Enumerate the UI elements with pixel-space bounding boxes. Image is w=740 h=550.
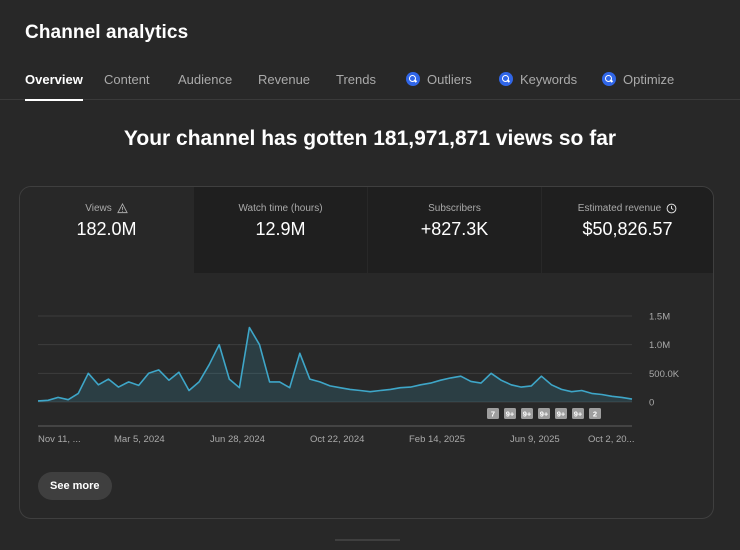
tab-label: Revenue bbox=[258, 72, 311, 87]
event-marker[interactable]: 9+ bbox=[504, 408, 516, 419]
x-tick-label: Mar 5, 2024 bbox=[114, 434, 165, 445]
x-tick-label: Jun 9, 2025 bbox=[510, 434, 560, 445]
event-marker[interactable]: 9+ bbox=[538, 408, 550, 419]
x-tick-label: Nov 11, ... bbox=[38, 434, 81, 445]
tab-overview[interactable]: Overview bbox=[25, 60, 83, 101]
event-marker-label: 9+ bbox=[557, 410, 566, 419]
total-views-headline: Your channel has gotten 181,971,871 view… bbox=[123, 127, 617, 150]
event-marker-label: 9+ bbox=[506, 410, 515, 419]
tab-label: Content bbox=[104, 72, 150, 87]
see-more-button[interactable]: See more bbox=[38, 472, 112, 500]
bottom-handle bbox=[335, 539, 400, 541]
tab-optimize[interactable]: Optimize bbox=[602, 60, 674, 100]
search-badge-icon bbox=[499, 72, 513, 86]
metric-watch-time[interactable]: Watch time (hours) 12.9M bbox=[194, 187, 367, 273]
tab-revenue[interactable]: Revenue bbox=[258, 60, 310, 100]
metric-label-row: Watch time (hours) bbox=[194, 203, 367, 214]
event-marker-label: 2 bbox=[593, 410, 597, 419]
tab-label: Audience bbox=[178, 72, 233, 87]
metric-label: Watch time (hours) bbox=[238, 203, 323, 214]
tab-label: Trends bbox=[336, 72, 376, 87]
tab-keywords[interactable]: Keywords bbox=[499, 60, 577, 100]
y-tick-label: 0 bbox=[649, 398, 654, 409]
x-tick-label: Oct 2, 20... bbox=[588, 434, 634, 445]
tab-audience[interactable]: Audience bbox=[178, 60, 232, 100]
tab-trends[interactable]: Trends bbox=[336, 60, 376, 100]
y-tick-label: 1.5M bbox=[649, 312, 670, 323]
metric-label: Views bbox=[85, 203, 112, 214]
metric-value: +827.3K bbox=[420, 219, 489, 239]
event-marker[interactable]: 9+ bbox=[572, 408, 584, 419]
metric-value: 12.9M bbox=[255, 219, 306, 239]
metric-label-row: Estimated revenue bbox=[542, 203, 713, 214]
views-chart: 1.5M 1.0M 500.0K 0 7 9+ 9+ 9+ 9+ 9+ 2 Nov 11, ... Ma… bbox=[37, 312, 680, 445]
warning-icon bbox=[116, 203, 128, 214]
tab-content[interactable]: Content bbox=[104, 60, 150, 100]
event-marker[interactable]: 2 bbox=[589, 408, 601, 419]
event-marker-label: 9+ bbox=[540, 410, 549, 419]
tab-label: Overview bbox=[25, 72, 83, 87]
event-marker[interactable]: 9+ bbox=[555, 408, 567, 419]
metric-label-row: Subscribers bbox=[368, 203, 541, 214]
page-title: Channel analytics bbox=[25, 22, 189, 43]
search-badge-icon bbox=[406, 72, 420, 86]
metric-estimated-revenue[interactable]: Estimated revenue $50,826.57 bbox=[542, 187, 713, 273]
metric-label: Subscribers bbox=[428, 203, 481, 214]
x-tick-label: Oct 22, 2024 bbox=[310, 434, 364, 445]
event-marker-label: 7 bbox=[491, 410, 495, 419]
overview-card: Views 182.0M Watch time (hours) 12.9M Su… bbox=[19, 186, 714, 519]
y-tick-label: 500.0K bbox=[649, 369, 680, 380]
event-marker-label: 9+ bbox=[523, 410, 532, 419]
tab-bar: Overview Content Audience Revenue Trends… bbox=[0, 60, 740, 101]
event-marker[interactable]: 7 bbox=[487, 408, 499, 419]
tab-outliers[interactable]: Outliers bbox=[406, 60, 472, 100]
metric-value: $50,826.57 bbox=[582, 219, 673, 239]
metric-tabs: Views 182.0M Watch time (hours) 12.9M Su… bbox=[20, 187, 713, 273]
clock-icon bbox=[666, 203, 677, 214]
metric-value: 182.0M bbox=[76, 219, 137, 239]
tab-label: Keywords bbox=[520, 72, 578, 87]
y-tick-label: 1.0M bbox=[649, 340, 670, 351]
tab-label: Outliers bbox=[427, 72, 472, 87]
event-marker[interactable]: 9+ bbox=[521, 408, 533, 419]
x-tick-label: Feb 14, 2025 bbox=[409, 434, 465, 445]
series-line bbox=[37, 326, 633, 402]
metric-subscribers[interactable]: Subscribers +827.3K bbox=[368, 187, 541, 273]
x-tick-label: Jun 28, 2024 bbox=[210, 434, 265, 445]
series-area bbox=[38, 327, 632, 402]
tab-label: Optimize bbox=[623, 72, 675, 87]
metric-views[interactable]: Views 182.0M bbox=[20, 187, 193, 273]
metric-label: Estimated revenue bbox=[577, 203, 662, 214]
metric-label-row: Views bbox=[20, 203, 193, 214]
search-badge-icon bbox=[602, 72, 616, 86]
event-marker-label: 9+ bbox=[574, 410, 583, 419]
